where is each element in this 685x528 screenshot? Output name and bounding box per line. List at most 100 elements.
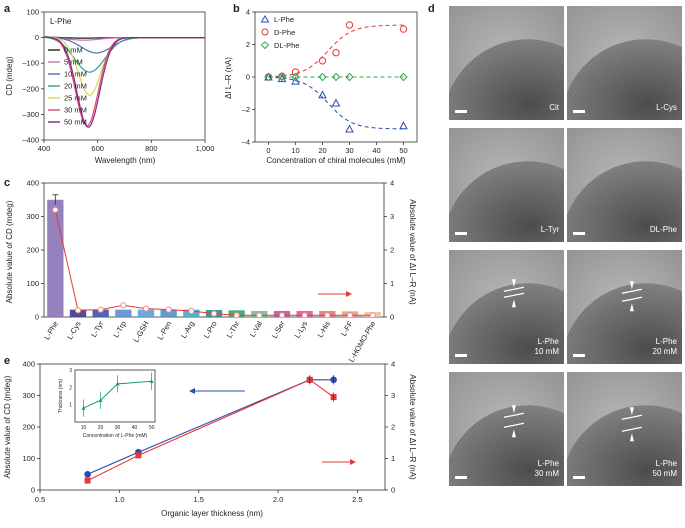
panel-d-letter: d [428,3,435,15]
panel-a-xticks: 400 600 800 1,000 [38,140,215,153]
panel-c-line-point [278,312,286,319]
panel-a-xtick-label: 1,000 [196,144,215,153]
panel-e-arrows [189,388,356,465]
panel-b-points [264,21,408,133]
panel-b-xtick-label: 0 [266,146,270,155]
tem-image-label: 50 mM [653,469,678,478]
panel-c-category-label: L-His [316,319,333,339]
panel-e-point-current [84,477,91,484]
panel-e-inset-frame [74,369,156,423]
panel-c-line-point [233,312,240,319]
panel-c-right-ytick-label: 3 [390,212,394,221]
panel-a-xlabel: Wavelength (nm) [95,156,156,165]
tem-image-label: L-Phe [538,459,560,468]
panel-e-right-ytick-label: 3 [391,391,395,400]
panel-e-left-ytick-label: 200 [22,423,35,432]
panel-b-xtick-label: 50 [399,146,407,155]
panel-c-right-ylabel: Absolute value of ΔI L–R (nA) [408,199,417,305]
panel-a-ytick-label: –200 [22,84,39,93]
panel-c-arrow [318,291,352,297]
panel-b-fit-line [268,76,404,130]
panel-e-inset-point [115,381,120,386]
panel-b-point-l-phe [399,121,408,130]
panel-e-xtick-label: 1.0 [114,495,124,504]
tem-lattice-fringes [567,283,682,364]
panel-b-xticks: 0 10 20 30 40 50 [266,142,408,155]
panel-c-line-point [324,312,331,319]
tem-shell-arrow [511,429,516,438]
panel-b-legend-label: DL-Phe [274,41,299,50]
panel-e-xtick-label: 2.5 [352,495,362,504]
panel-a-ytick-label: –100 [22,59,39,68]
panel-b-point-d-phe [332,48,340,57]
panel-c-line-point [210,310,218,317]
tem-image-label: L-Cys [656,103,677,112]
tem-scale-bar [455,476,467,479]
panel-e-inset-point [81,405,86,410]
panel-a-ytick-label: 100 [26,8,39,17]
panel-e-left-ytick-label: 100 [22,454,35,463]
panel-b-point-dl-phe [277,72,287,82]
panel-b-ytick-label: –4 [242,138,250,147]
tem-shell-arrow [629,433,634,442]
panel-e-right-ylabel: Absolute value of ΔI L–R (nA) [408,374,417,480]
panel-e-inset: 10 20 30 40 50 1 2 3 Concentration of L-Phe (mM… [58,368,156,439]
panel-c-line-point [301,312,308,319]
panel-e-xticks: 0.5 1.0 1.5 2.0 2.5 [35,490,363,504]
tem-lattice-fringes [449,283,564,364]
panel-c-frame [43,182,385,318]
panel-c-left-ytick-label: 0 [35,313,39,322]
panel-c-left-yticks: 0 100 200 300 400 [26,179,44,322]
tem-scale-bar [573,232,585,235]
panel-c-line-point [120,302,127,309]
panel-c-bar [92,309,109,317]
panel-e-inset-point [149,379,154,383]
panel-e-inset-xtick: 50 [149,425,155,431]
panel-e-inset-point [98,398,103,402]
panel-c-line-point [142,305,150,312]
panel-c-line-point [346,312,354,319]
panel-e-inset-ytick: 2 [69,385,72,391]
panel-c-right-ytick-label: 1 [390,279,394,288]
panel-c-chart: 0 100 200 300 400 0 1 2 3 4 L-Phe L-Cys L-Tyr L-Trp… [5,179,417,364]
panel-e-right-ytick-label: 1 [391,454,395,463]
panel-a-ylabel: CD (mdeg) [5,56,14,95]
panel-c-left-ytick-label: 300 [26,212,39,221]
panel-c-category-label: L-Lys [293,319,310,339]
tem-lattice-fringes [567,39,682,120]
tem-shell-marker [621,414,643,420]
panel-b-ytick-label: 2 [246,40,250,49]
panel-b-ytick-label: –2 [242,105,250,114]
panel-b-point-d-phe [345,21,354,29]
panel-c-line-point [188,307,195,315]
panel-c-right-yticks: 0 1 2 3 4 [384,179,394,322]
panel-a-letter: a [4,3,11,15]
tem-shell-marker [503,412,525,418]
panel-e-point-current [135,452,142,459]
tem-shell-marker [503,286,525,292]
panel-c-category-label: L-Thr [225,319,242,339]
tem-lattice-fringes [567,161,682,242]
panel-c-bar [47,199,64,317]
panel-e-right-ytick-label: 2 [391,423,395,432]
tem-image-label: L-Phe [538,337,560,346]
tem-scale-bar [455,354,467,357]
tem-shell-marker [621,426,643,432]
panel-c-letter: c [4,177,10,189]
tem-image-tile: DL-Phe [567,128,682,242]
panel-e-inset-xlabel: Concentration of L-Phe (mM) [83,433,148,439]
panel-e-letter: e [4,355,10,367]
panel-a-chart: L-Phe 100 0 –100 –200 –300 –400 400 600 800 1,00… [5,8,214,166]
panel-a-yticks: 100 0 –100 –200 –300 –400 [22,8,44,145]
panel-b-fit-line [268,24,404,78]
panel-b-letter: b [233,3,240,15]
panel-a-ytick-label: –300 [22,110,39,119]
tem-image-tile: L-Cys [567,6,682,120]
panel-b-point-d-phe [399,25,408,33]
tem-image-label: L-Phe [656,337,678,346]
panel-b-ytick-label: 4 [246,8,250,17]
